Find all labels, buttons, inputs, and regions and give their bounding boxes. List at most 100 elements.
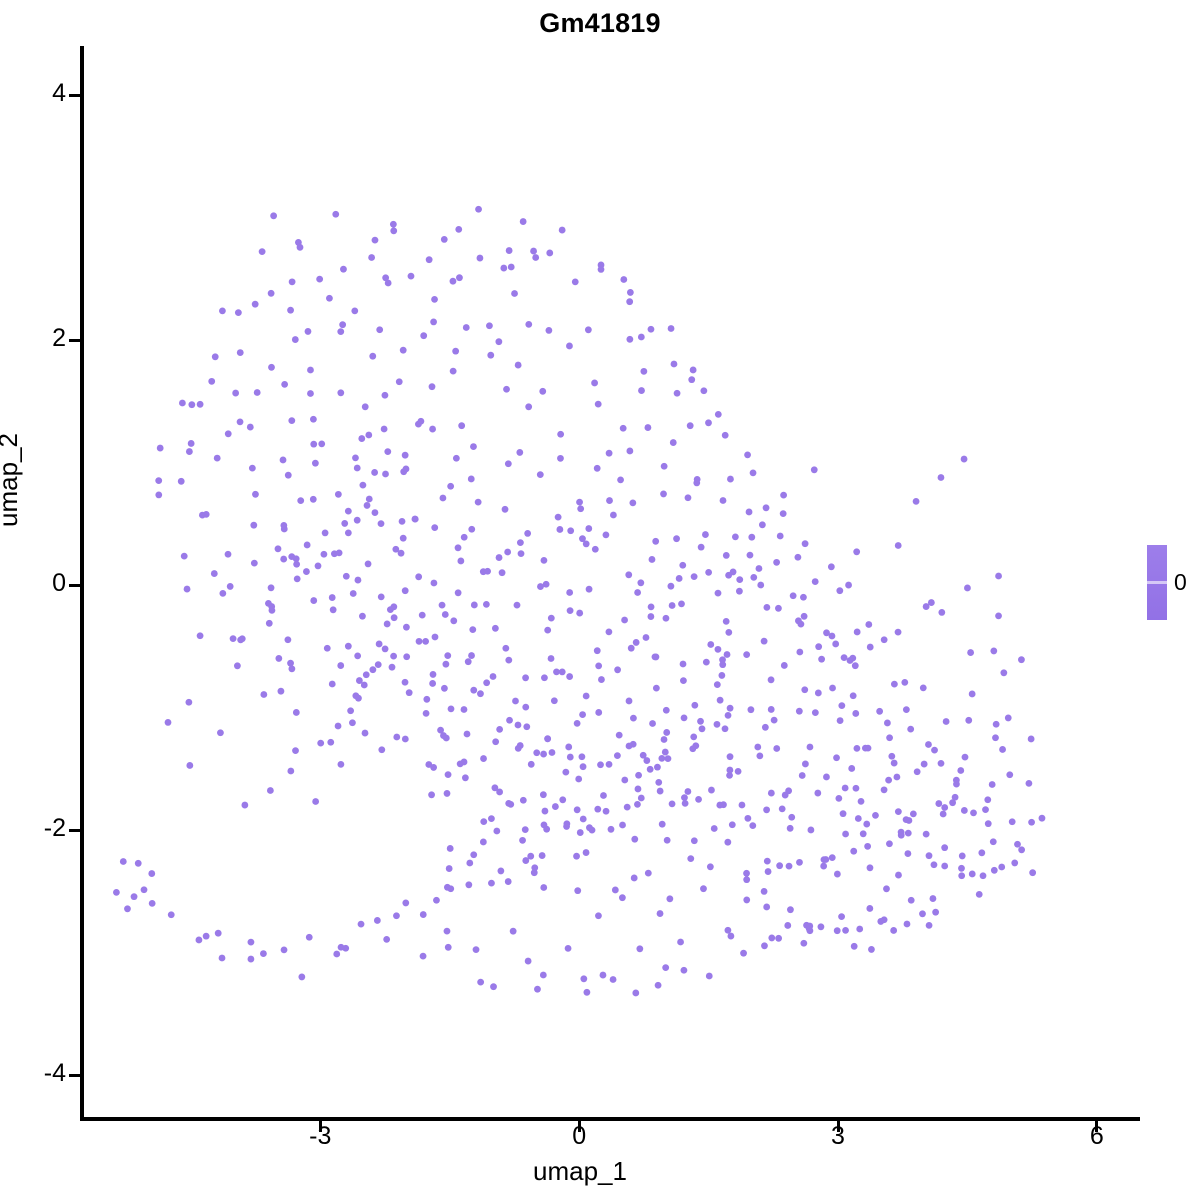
scatter-point [337,943,345,951]
scatter-point [820,856,828,864]
scatter-point [542,580,550,588]
scatter-point [470,443,477,450]
scatter-point [487,351,495,359]
scatter-point [744,451,751,459]
scatter-point [447,705,455,713]
scatter-point [656,910,664,917]
scatter-point [901,679,909,686]
scatter-point [750,573,758,581]
scatter-point [371,469,379,476]
scatter-point [640,367,648,375]
scatter-point [814,789,822,797]
scatter-point [326,294,333,302]
scatter-point [687,855,695,863]
scatter-point [953,780,960,788]
y-tick-mark [69,93,80,97]
scatter-point [140,886,148,894]
scatter-point [695,795,702,803]
scatter-point [579,763,587,771]
scatter-point [467,475,475,483]
scatter-point [880,636,888,644]
scatter-point [355,677,363,684]
scatter-point [381,645,389,653]
scatter-point [310,415,317,423]
scatter-point [544,735,552,743]
scatter-point [637,333,645,341]
scatter-point [982,806,989,814]
scatter-point [211,353,219,361]
scatter-point [630,714,637,722]
scatter-point [662,614,670,622]
scatter-point [866,905,874,912]
scatter-point [464,658,472,666]
scatter-point [563,823,570,830]
scatter-point [566,589,574,596]
scatter-point [876,707,884,715]
scatter-point [533,749,541,757]
y-axis-title: umap_2 [0,433,23,527]
scatter-point [411,515,419,523]
scatter-point [866,643,874,651]
scatter-point [284,471,292,479]
scatter-point [894,808,902,816]
scatter-point [922,830,930,838]
scatter-point [632,989,640,997]
scatter-point [280,555,288,563]
scatter-point [310,597,318,604]
scatter-point [937,759,945,767]
scatter-point [134,859,142,867]
scatter-point [304,328,312,335]
scatter-point [829,684,836,692]
scatter-point [842,830,849,838]
scatter-point [865,621,873,628]
scatter-point [365,431,373,439]
scatter-point [756,752,764,760]
scatter-point [1011,859,1019,867]
scatter-point [566,342,573,350]
scatter-point [454,589,462,597]
scatter-point [425,256,433,264]
scatter-point [420,332,428,340]
scatter-point [468,525,476,533]
scatter-point [762,504,770,512]
scatter-point [392,545,400,553]
scatter-point [540,884,548,891]
scatter-point [431,524,439,532]
scatter-point [677,938,684,946]
scatter-point [447,482,455,490]
scatter-point [780,662,788,669]
scatter-point [384,279,392,287]
scatter-point [496,725,504,733]
scatter-point [593,464,601,472]
scatter-point [442,734,450,742]
scatter-point [681,794,688,801]
scatter-point [713,720,721,728]
scatter-point [970,809,977,817]
scatter-point [251,300,259,308]
scatter-point [763,806,770,814]
scatter-point [705,419,712,427]
scatter-point [785,862,793,870]
scatter-point [740,949,747,957]
scatter-point [585,585,593,593]
scatter-point [894,628,902,636]
scatter-point [293,560,301,568]
scatter-point [437,726,444,734]
scatter-point [811,709,819,717]
scatter-point [647,325,655,333]
scatter-point [689,745,697,753]
scatter-point [521,826,529,834]
y-tick-mark [69,828,80,832]
scatter-point [277,687,285,695]
scatter-point [363,502,371,509]
scatter-point [785,787,793,795]
scatter-point [895,871,902,879]
scatter-point [995,572,1002,580]
scatter-point [776,532,784,540]
scatter-point [423,695,431,703]
scatter-point [314,562,322,570]
scatter-point [495,554,503,561]
scatter-point [634,589,642,596]
scatter-point [537,583,544,590]
scatter-point [836,587,844,595]
